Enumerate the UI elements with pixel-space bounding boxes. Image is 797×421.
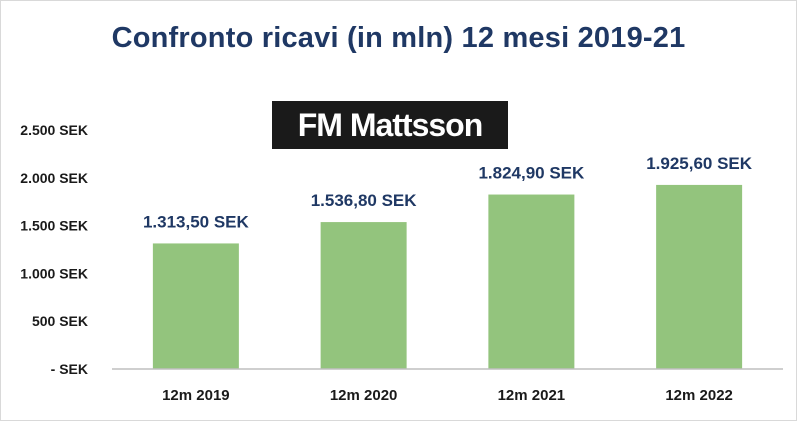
bar bbox=[320, 222, 407, 369]
x-axis: 12m 2019 12m 2020 12m 2021 12m 2022 bbox=[162, 387, 733, 404]
y-axis: - SEK 500 SEK 1.000 SEK 1.500 SEK 2.000 SEK 2… bbox=[20, 122, 88, 377]
data-label: 1.313,50 SEK bbox=[143, 212, 250, 231]
y-tick-label: 2.000 SEK bbox=[20, 170, 88, 186]
data-labels: 1.313,50 SEK 1.536,80 SEK 1.824,90 SEK 1.92… bbox=[143, 154, 753, 232]
bars bbox=[152, 184, 743, 369]
data-label: 1.925,60 SEK bbox=[646, 154, 753, 173]
bar bbox=[656, 184, 743, 369]
y-tick-label: 2.500 SEK bbox=[20, 122, 88, 138]
chart-title: Confronto ricavi (in mln) 12 mesi 2019-2… bbox=[111, 22, 686, 54]
x-tick-label: 12m 2021 bbox=[498, 387, 566, 404]
y-tick-label: - SEK bbox=[51, 361, 88, 377]
bar bbox=[488, 194, 575, 369]
y-tick-label: 1.000 SEK bbox=[20, 265, 88, 281]
data-label: 1.536,80 SEK bbox=[311, 191, 418, 210]
x-tick-label: 12m 2019 bbox=[162, 387, 230, 404]
company-logo: FM Mattsson bbox=[272, 101, 508, 149]
x-tick-label: 12m 2022 bbox=[665, 387, 733, 404]
x-tick-label: 12m 2020 bbox=[330, 387, 398, 404]
y-tick-label: 1.500 SEK bbox=[20, 218, 88, 234]
bar bbox=[152, 243, 239, 369]
y-tick-label: 500 SEK bbox=[32, 313, 88, 329]
data-label: 1.824,90 SEK bbox=[478, 164, 585, 183]
